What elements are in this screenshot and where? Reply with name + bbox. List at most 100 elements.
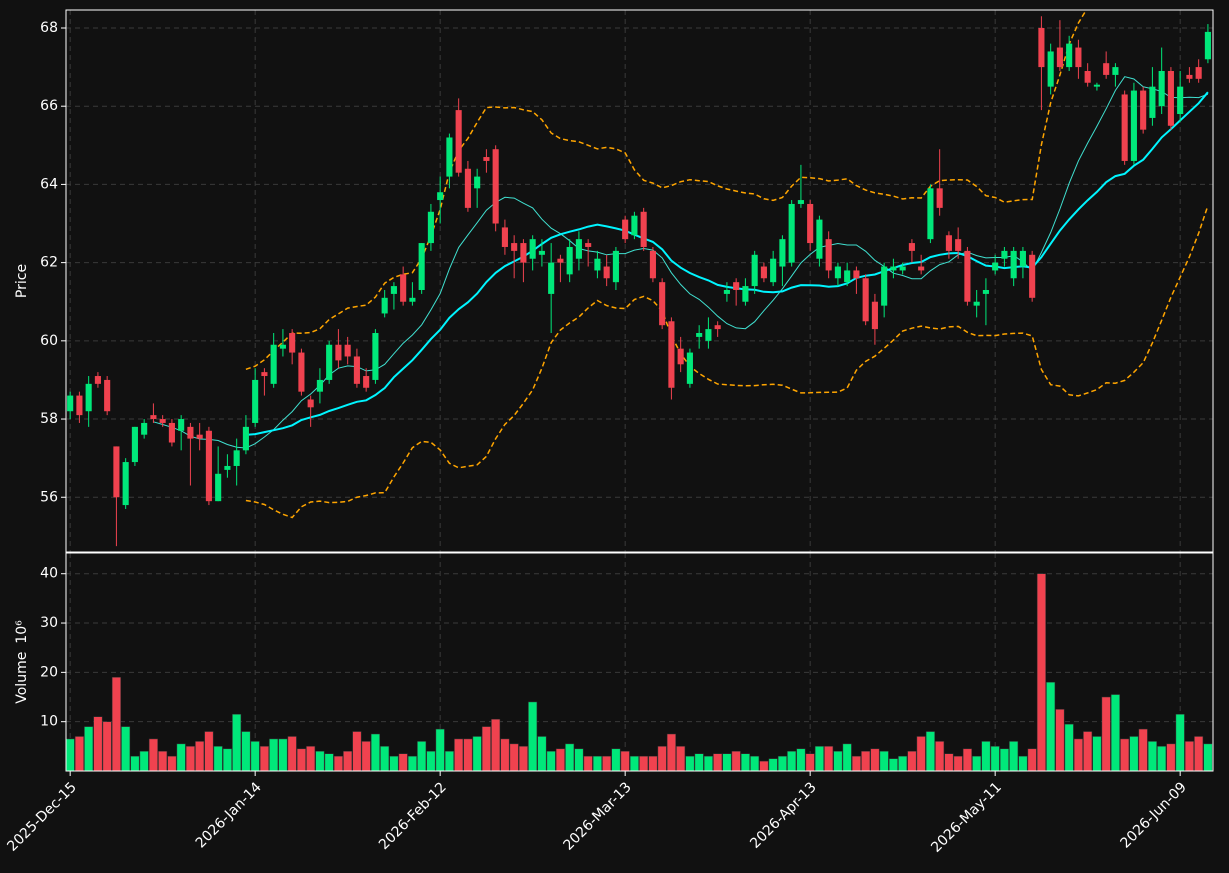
volume-bar: [74, 736, 84, 772]
y-tick-label: 30: [40, 615, 58, 631]
volume-bar: [343, 751, 353, 772]
volume-bar: [546, 751, 556, 772]
volume-bar: [444, 751, 454, 772]
candle-body: [585, 243, 592, 247]
candle-body: [501, 227, 508, 247]
volume-bar: [500, 738, 510, 772]
volume-bar: [370, 733, 380, 772]
candle-body: [492, 149, 499, 224]
volume-bar: [648, 755, 658, 772]
volume-bar: [407, 755, 417, 772]
volume-bar: [315, 751, 325, 772]
volume-bar: [814, 746, 824, 772]
volume-bar: [1046, 681, 1056, 772]
volume-bar: [981, 741, 991, 772]
volume-bar: [777, 755, 787, 772]
candle-body: [622, 219, 629, 240]
volume-bar: [592, 755, 602, 772]
volume-bar: [324, 753, 334, 772]
candle-body: [649, 250, 656, 279]
volume-bar: [176, 743, 186, 772]
candle-body: [1066, 43, 1073, 68]
candle-body: [1038, 27, 1045, 68]
candle-body: [1195, 67, 1202, 79]
candle-body: [270, 344, 277, 384]
candle-body: [1103, 63, 1110, 75]
volume-bar: [333, 755, 343, 772]
candle-body: [890, 266, 897, 271]
volume-bar: [722, 753, 732, 772]
y-tick-label: 66: [40, 98, 58, 114]
candle-body: [936, 188, 943, 208]
volume-bar: [731, 751, 741, 772]
candle-body: [871, 301, 878, 330]
candle-body: [603, 266, 610, 279]
candle-body: [1112, 67, 1119, 75]
candle-body: [178, 419, 185, 431]
volume-bar: [1175, 714, 1185, 772]
candle-body: [1121, 94, 1128, 161]
candle-body: [1093, 84, 1100, 87]
candle-body: [1167, 71, 1174, 126]
candle-body: [612, 250, 619, 283]
y-tick-label: 62: [40, 255, 58, 271]
candle-body: [390, 286, 397, 294]
candle-body: [992, 262, 999, 271]
volume-bar: [509, 743, 519, 772]
candle-body: [242, 426, 249, 451]
volume-bar: [574, 748, 584, 772]
volume-bar: [454, 738, 464, 772]
candle-body: [538, 250, 545, 255]
candle-body: [150, 415, 157, 420]
candle-body: [982, 289, 989, 294]
volume-bar: [1064, 723, 1074, 772]
volume-bar: [962, 748, 972, 772]
volume-bar: [602, 755, 612, 772]
volume-bar: [972, 755, 982, 772]
volume-bar: [426, 751, 436, 772]
candle-body: [770, 258, 777, 283]
candle-body: [566, 246, 573, 275]
volume-bar: [1203, 743, 1213, 772]
candle-body: [816, 219, 823, 259]
volume-bar: [1157, 746, 1167, 772]
volume-bar: [1110, 694, 1120, 772]
candle-body: [834, 266, 841, 279]
candle-body: [594, 258, 601, 271]
candle-body: [464, 168, 471, 208]
y-tick-label: 20: [40, 664, 58, 680]
volume-bar: [463, 738, 473, 772]
candle-body: [104, 379, 111, 412]
candle-body: [1001, 250, 1008, 259]
volume-frame: [65, 552, 1214, 772]
volume-label-text: Volume: [14, 652, 30, 704]
candle-body: [705, 329, 712, 341]
candle-body: [714, 325, 721, 330]
volume-bar: [1036, 573, 1046, 772]
volume-bar: [833, 751, 843, 772]
volume-bar: [916, 736, 926, 772]
candle-body: [899, 266, 906, 271]
volume-bar: [851, 755, 861, 772]
volume-bar: [1138, 728, 1148, 772]
volume-bar: [241, 731, 251, 772]
volume-bar: [888, 758, 898, 772]
volume-bar: [167, 755, 177, 772]
y-tick-label: 68: [40, 20, 58, 36]
volume-bar: [389, 755, 399, 772]
candle-body: [335, 344, 342, 361]
candle-body: [927, 188, 934, 240]
price-frame: [65, 9, 1214, 553]
candle-body: [122, 462, 129, 506]
volume-bar: [481, 726, 491, 772]
candle-body: [252, 379, 259, 423]
volume-bar: [842, 743, 852, 772]
candle-body: [659, 282, 666, 326]
volume-bar: [222, 748, 232, 772]
volume-bar: [629, 755, 639, 772]
volume-bar: [398, 753, 408, 772]
volume-bar: [472, 736, 482, 772]
candle-body: [483, 157, 490, 161]
volume-bar: [759, 760, 769, 772]
